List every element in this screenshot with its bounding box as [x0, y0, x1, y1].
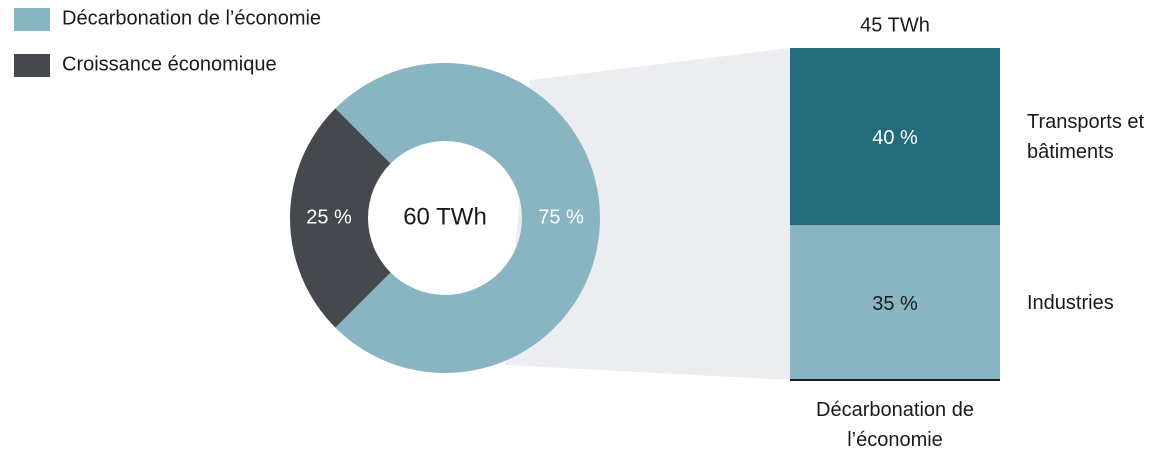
center-label: 60 TWh [403, 203, 487, 230]
value-label: 75 % [538, 206, 584, 228]
value-label: 40 % [872, 127, 918, 149]
bar-segment [790, 48, 1000, 226]
value-label: 35 % [872, 293, 918, 315]
donut-segment [335, 63, 600, 374]
donut-segment [289, 108, 391, 328]
legend-swatch [14, 8, 50, 31]
value-label: 25 % [306, 206, 352, 228]
series-label: Industries [1027, 291, 1114, 314]
legend-swatch [14, 54, 50, 77]
legend-label: Croissance économique [62, 53, 277, 75]
bar-title: 45 TWh [860, 14, 930, 36]
x-tick-label: Décarbonation de l’économie [816, 399, 974, 451]
bar-segment [790, 225, 1000, 380]
legend-label: Décarbonation de l’économie [62, 7, 321, 29]
series-label: Transports et bâtiments [1027, 110, 1145, 163]
